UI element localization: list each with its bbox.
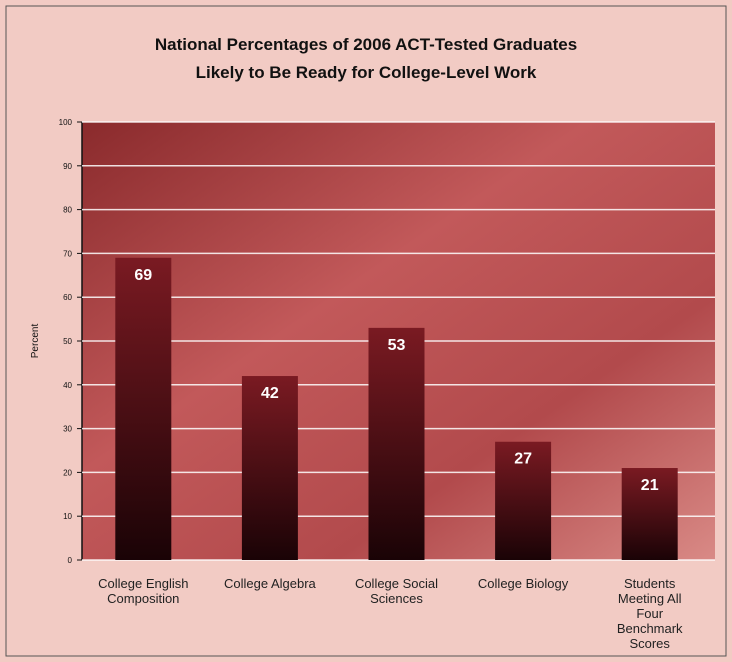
y-tick-label: 0: [68, 556, 73, 565]
y-tick-label: 40: [63, 381, 72, 390]
value-label: 21: [641, 477, 659, 494]
chart-title: National Percentages of 2006 ACT-Tested …: [155, 35, 577, 54]
y-tick-label: 70: [63, 249, 72, 258]
value-label: 42: [261, 385, 279, 402]
y-tick-label: 60: [63, 293, 72, 302]
bar: [368, 327, 425, 560]
y-tick-label: 10: [63, 512, 72, 521]
x-tick-label: College Algebra: [223, 576, 316, 591]
bar: [495, 441, 552, 560]
value-label: 27: [514, 451, 532, 468]
x-tick-label: College Biology: [477, 576, 569, 591]
value-label: 69: [134, 267, 152, 284]
x-tick-label: College Social Sciences: [354, 576, 439, 606]
y-tick-label: 80: [63, 206, 72, 215]
y-tick-label: 20: [63, 468, 72, 477]
y-tick-label: 100: [59, 118, 73, 127]
y-tick-label: 30: [63, 425, 72, 434]
bar: [241, 376, 298, 560]
chart-subtitle: Likely to Be Ready for College-Level Wor…: [196, 63, 537, 82]
x-tick-label: Students Meeting All Four Benchmark Scor…: [616, 576, 683, 651]
x-tick-label: College English Composition: [98, 576, 189, 606]
y-tick-label: 90: [63, 162, 72, 171]
value-label: 53: [388, 337, 406, 354]
bar: [621, 468, 678, 560]
frame: [5, 5, 727, 657]
y-axis-label: Percent: [30, 324, 41, 359]
y-tick-label: 50: [63, 337, 72, 346]
bar: [115, 257, 172, 560]
